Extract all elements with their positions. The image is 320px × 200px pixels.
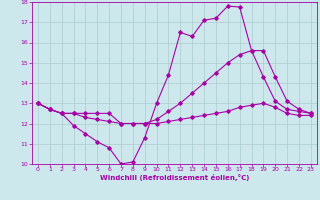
X-axis label: Windchill (Refroidissement éolien,°C): Windchill (Refroidissement éolien,°C)	[100, 174, 249, 181]
